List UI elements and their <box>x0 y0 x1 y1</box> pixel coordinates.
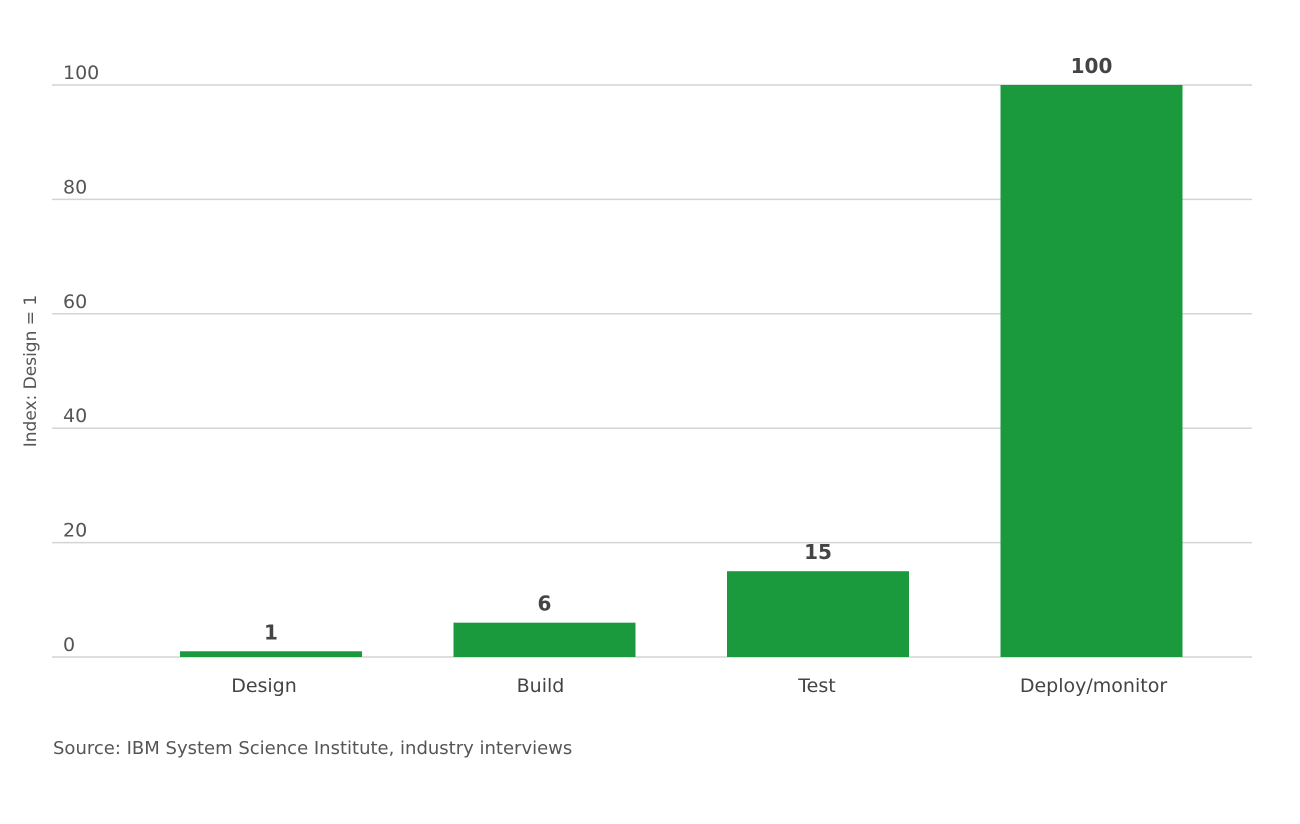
y-tick-label: 20 <box>63 520 87 542</box>
bar-test <box>727 571 909 657</box>
y-tick-label: 40 <box>63 405 87 427</box>
data-label: 15 <box>804 540 832 564</box>
y-tick-label: 100 <box>63 62 99 84</box>
bar-design <box>180 651 362 657</box>
data-label: 6 <box>538 592 552 616</box>
bar-build <box>453 622 636 657</box>
y-tick-label: 60 <box>63 291 87 313</box>
data-label: 100 <box>1071 54 1113 78</box>
y-tick-label: 0 <box>63 634 75 656</box>
data-label: 1 <box>264 620 278 644</box>
y-tick-label: 80 <box>63 176 87 198</box>
source-note: Source: IBM System Science Institute, in… <box>53 738 573 759</box>
x-tick-label: Design <box>231 675 297 697</box>
y-axis-label: Index: Design = 1 <box>21 295 41 448</box>
bar-deploy-monitor <box>1000 85 1183 657</box>
x-tick-label: Test <box>797 675 835 697</box>
x-tick-label: Deploy/monitor <box>1020 675 1167 697</box>
x-tick-label: Build <box>517 675 565 697</box>
